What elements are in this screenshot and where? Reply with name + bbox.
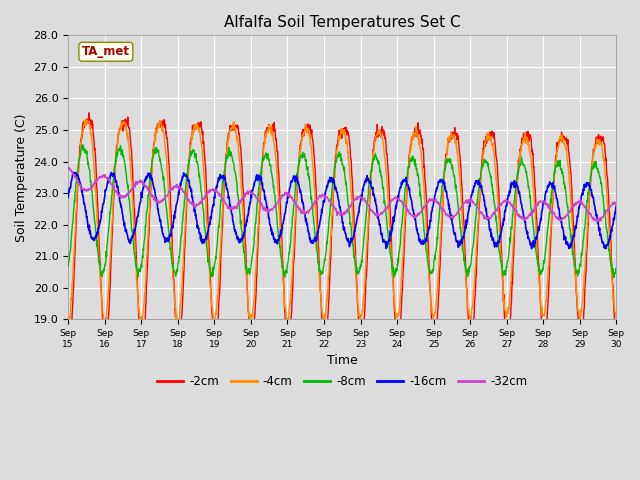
-16cm (612, 202, 620, 207)
-8cm (610, 275, 618, 280)
-8cm (78, 142, 86, 148)
Title: Alfalfa Soil Temperatures Set C: Alfalfa Soil Temperatures Set C (224, 15, 461, 30)
-4cm (108, 235, 115, 240)
-16cm (319, 205, 326, 211)
-32cm (107, 180, 115, 186)
Text: TA_met: TA_met (82, 45, 130, 58)
-8cm (612, 267, 620, 273)
Line: -4cm: -4cm (68, 119, 616, 324)
-4cm (101, 321, 109, 327)
-32cm (308, 203, 316, 208)
-4cm (298, 136, 305, 142)
-4cm (319, 313, 326, 319)
X-axis label: Time: Time (327, 354, 358, 367)
-4cm (64, 316, 72, 322)
-2cm (175, 347, 182, 353)
-8cm (298, 152, 305, 158)
-2cm (612, 332, 620, 338)
-8cm (129, 239, 137, 244)
-16cm (107, 171, 115, 177)
-16cm (69, 169, 77, 175)
Line: -16cm: -16cm (68, 172, 616, 249)
Line: -2cm: -2cm (68, 113, 616, 350)
-32cm (65, 165, 73, 170)
-8cm (107, 203, 115, 208)
-16cm (308, 238, 316, 243)
-16cm (377, 226, 385, 231)
-2cm (85, 110, 93, 116)
-8cm (64, 264, 72, 269)
-16cm (64, 195, 72, 201)
-4cm (82, 116, 90, 122)
-32cm (319, 192, 326, 197)
-2cm (107, 261, 115, 267)
-2cm (377, 128, 385, 133)
-4cm (612, 314, 620, 320)
-16cm (129, 233, 137, 239)
-4cm (377, 135, 385, 141)
-8cm (377, 168, 385, 173)
-4cm (309, 166, 317, 171)
-2cm (309, 138, 317, 144)
-16cm (298, 191, 305, 196)
-2cm (298, 138, 305, 144)
-2cm (319, 326, 326, 332)
-8cm (308, 203, 316, 208)
Legend: -2cm, -4cm, -8cm, -16cm, -32cm: -2cm, -4cm, -8cm, -16cm, -32cm (152, 371, 532, 393)
-32cm (377, 210, 385, 216)
Line: -8cm: -8cm (68, 145, 616, 277)
Line: -32cm: -32cm (68, 168, 616, 222)
-32cm (298, 211, 305, 216)
-2cm (129, 186, 137, 192)
-4cm (130, 220, 138, 226)
-2cm (64, 343, 72, 349)
Y-axis label: Soil Temperature (C): Soil Temperature (C) (15, 113, 28, 241)
-16cm (602, 246, 610, 252)
-32cm (64, 166, 72, 171)
-8cm (319, 269, 326, 275)
-32cm (612, 201, 620, 206)
-32cm (129, 185, 137, 191)
-32cm (593, 219, 601, 225)
